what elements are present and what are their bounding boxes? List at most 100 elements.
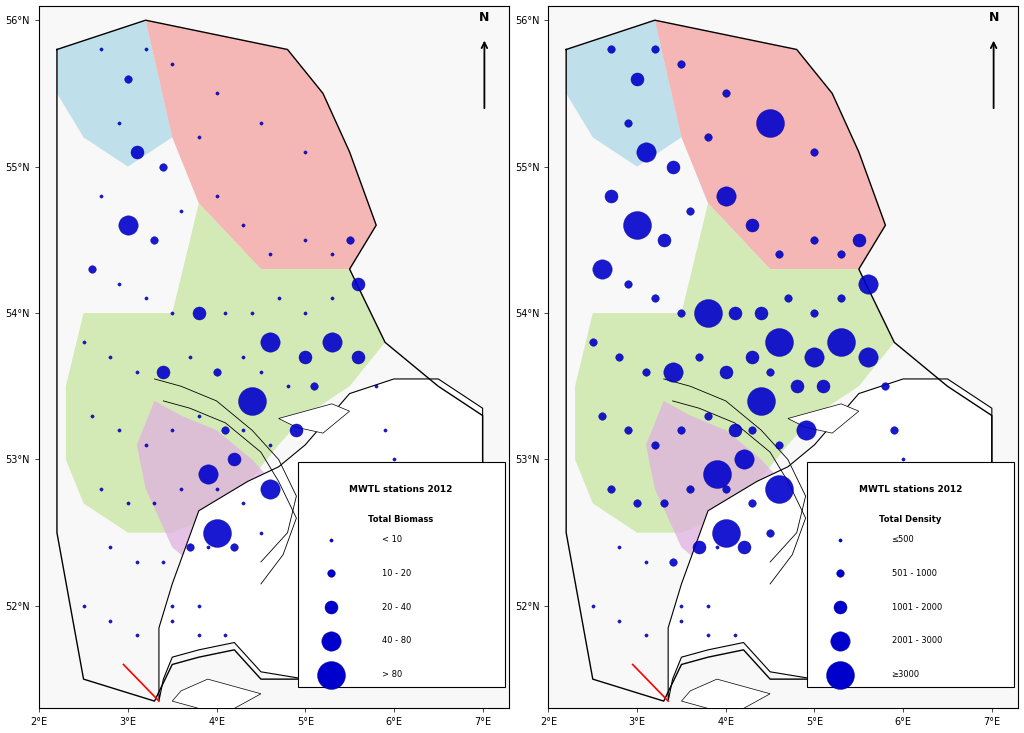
Point (129, 630, 145, 641)
Point (208, 190, 224, 202)
Point (709, 542, 725, 553)
Point (629, 73, 645, 84)
Point (146, 234, 163, 246)
Point (93, 44, 110, 56)
Point (699, 630, 716, 641)
Point (621, 424, 637, 436)
Point (611, 351, 628, 363)
Point (753, 395, 769, 407)
Point (833, 336, 849, 348)
Point (665, 366, 681, 377)
Point (771, 483, 787, 495)
Point (208, 527, 224, 539)
Point (111, 117, 127, 128)
Point (699, 307, 716, 319)
Polygon shape (137, 401, 296, 592)
Point (638, 556, 654, 568)
Point (682, 483, 698, 495)
Point (208, 87, 224, 99)
Polygon shape (575, 203, 894, 533)
Point (111, 424, 127, 436)
Point (102, 542, 119, 553)
Polygon shape (145, 21, 376, 269)
Point (93, 190, 110, 202)
Point (84, 410, 100, 421)
Polygon shape (159, 379, 482, 701)
Point (611, 542, 628, 553)
Point (190, 600, 207, 612)
Text: 501 - 1000: 501 - 1000 (892, 569, 937, 578)
Point (647, 439, 664, 451)
Point (323, 668, 339, 680)
Point (306, 380, 323, 392)
Text: Total Density: Total Density (880, 515, 941, 524)
Point (673, 615, 689, 627)
Point (120, 219, 136, 231)
Text: 20 - 40: 20 - 40 (382, 603, 412, 612)
Point (762, 117, 778, 128)
Point (886, 424, 902, 436)
Point (173, 483, 189, 495)
Point (190, 410, 207, 421)
Point (655, 234, 672, 246)
Point (341, 234, 357, 246)
Polygon shape (655, 21, 886, 269)
Text: MWTL stations 2012: MWTL stations 2012 (349, 485, 453, 494)
Point (111, 278, 127, 290)
Text: < 10: < 10 (382, 535, 402, 544)
Point (718, 527, 734, 539)
Polygon shape (566, 21, 681, 166)
Point (594, 263, 610, 275)
Point (129, 146, 145, 158)
Point (833, 292, 849, 304)
Point (831, 668, 848, 680)
Point (208, 483, 224, 495)
Text: ≤500: ≤500 (892, 535, 914, 544)
Point (602, 190, 618, 202)
Point (673, 600, 689, 612)
Point (798, 424, 814, 436)
FancyBboxPatch shape (298, 463, 505, 688)
Point (234, 219, 251, 231)
Point (806, 234, 822, 246)
Point (621, 278, 637, 290)
FancyBboxPatch shape (807, 463, 1014, 688)
Point (102, 615, 119, 627)
Point (234, 351, 251, 363)
Point (323, 534, 339, 545)
Point (602, 44, 618, 56)
Point (137, 292, 154, 304)
Point (208, 366, 224, 377)
Point (895, 454, 911, 465)
Point (744, 424, 761, 436)
Point (297, 351, 313, 363)
Point (735, 542, 752, 553)
Point (164, 307, 180, 319)
Point (744, 219, 761, 231)
Point (93, 483, 110, 495)
Point (878, 380, 894, 392)
Point (806, 146, 822, 158)
Text: ≥3000: ≥3000 (892, 670, 920, 679)
Point (806, 307, 822, 319)
Point (594, 410, 610, 421)
Point (324, 336, 340, 348)
Point (253, 527, 269, 539)
Point (120, 73, 136, 84)
Polygon shape (668, 379, 992, 701)
Point (699, 131, 716, 143)
Point (253, 366, 269, 377)
Point (129, 366, 145, 377)
Point (851, 234, 867, 246)
Point (699, 410, 716, 421)
Point (182, 351, 199, 363)
Point (629, 498, 645, 509)
Point (744, 351, 761, 363)
Point (655, 498, 672, 509)
Point (217, 630, 233, 641)
Point (288, 424, 304, 436)
Polygon shape (66, 203, 385, 533)
Point (673, 307, 689, 319)
Point (762, 366, 778, 377)
Point (762, 527, 778, 539)
